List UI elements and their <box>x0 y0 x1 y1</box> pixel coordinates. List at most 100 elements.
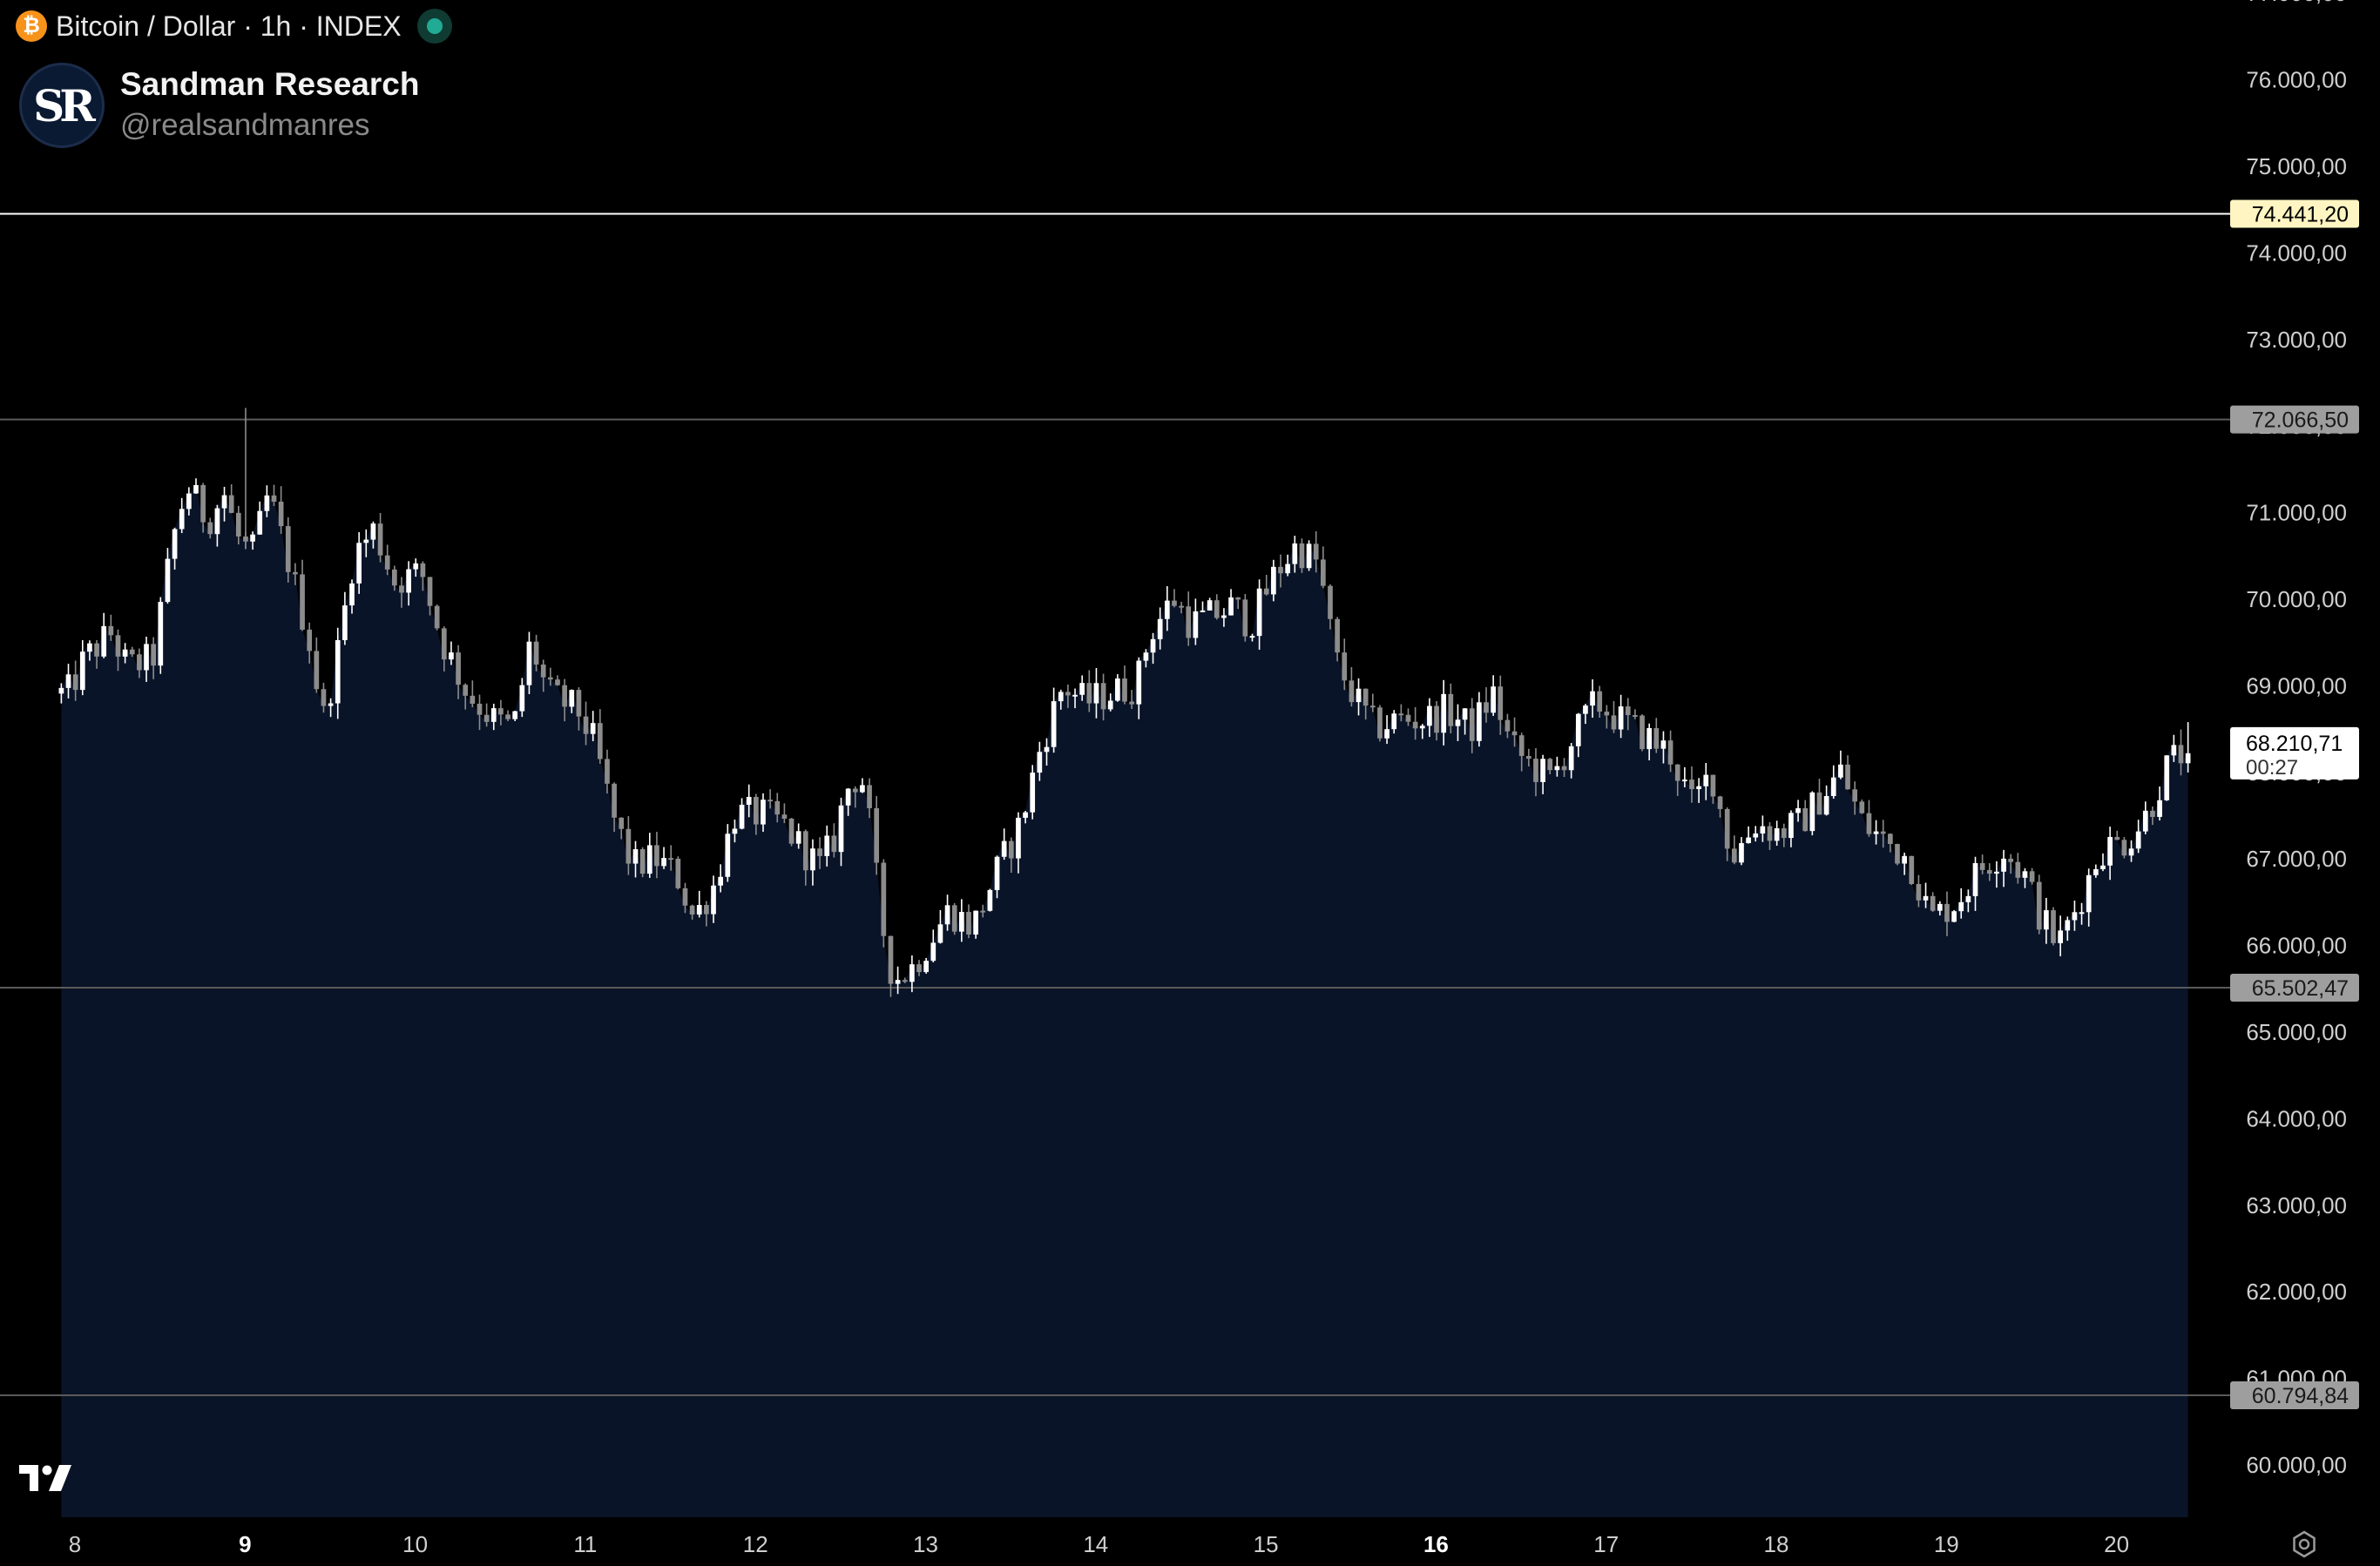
candle <box>1412 706 1418 740</box>
y-tick-label: 62.000,00 <box>2246 1279 2347 1305</box>
candle <box>79 639 85 696</box>
bitcoin-icon: ₿ <box>16 10 47 42</box>
candle <box>605 749 610 794</box>
candle <box>930 929 936 963</box>
candle <box>619 817 625 840</box>
candle <box>1051 687 1057 753</box>
candle <box>2135 820 2141 854</box>
candle <box>725 824 731 882</box>
x-tick-label: 10 <box>402 1531 428 1557</box>
candle <box>257 501 263 535</box>
candle <box>1504 713 1511 739</box>
candle <box>1795 800 1801 822</box>
candle <box>1533 748 1538 797</box>
candle <box>555 675 560 686</box>
candle <box>1263 575 1269 596</box>
candle <box>477 694 483 731</box>
level-price-label[interactable]: 65.502,47 <box>2230 974 2359 1002</box>
candle <box>590 711 596 742</box>
candle <box>335 627 341 719</box>
candle <box>1731 835 1737 865</box>
candle <box>1455 704 1461 741</box>
level-price-label[interactable]: 60.794,84 <box>2230 1380 2359 1409</box>
candle <box>1186 591 1192 646</box>
candle <box>1660 731 1667 764</box>
candle <box>1122 665 1127 705</box>
level-price-label[interactable]: 72.066,50 <box>2230 405 2359 434</box>
candle <box>1193 598 1199 645</box>
level-price-label[interactable]: 74.441,20 <box>2230 199 2359 228</box>
x-tick-label: 17 <box>1593 1531 1619 1557</box>
gear-icon[interactable] <box>2289 1529 2319 1559</box>
candle <box>1321 546 1326 589</box>
y-tick-label: 65.000,00 <box>2246 1019 2347 1045</box>
candle <box>696 890 702 918</box>
candle <box>1930 892 1936 912</box>
candle <box>540 659 546 692</box>
candle <box>1484 687 1489 723</box>
candle <box>228 484 234 514</box>
candle <box>370 521 376 549</box>
candle <box>2171 734 2177 762</box>
price-area-fill <box>61 484 2188 1517</box>
author-name: Sandman Research <box>120 66 420 102</box>
candle <box>2107 827 2113 881</box>
candle <box>562 678 567 722</box>
symbol-title: Bitcoin / Dollar · 1h · INDEX <box>56 10 402 42</box>
candle <box>1823 785 1829 816</box>
candle <box>1717 795 1723 818</box>
candle <box>384 544 390 576</box>
candle <box>788 818 794 847</box>
y-tick-label: 73.000,00 <box>2246 327 2347 353</box>
candle <box>1405 708 1411 726</box>
tradingview-logo-icon[interactable] <box>19 1465 73 1495</box>
candle <box>1781 823 1787 847</box>
candle <box>1760 815 1766 842</box>
candle <box>1491 675 1496 716</box>
candle <box>1902 853 1907 875</box>
candle <box>377 513 383 563</box>
candle <box>817 837 822 869</box>
candle <box>1682 766 1687 787</box>
candle <box>576 687 582 731</box>
candle <box>944 894 950 931</box>
candle <box>526 631 532 694</box>
candle <box>1618 694 1624 739</box>
candle <box>1335 617 1340 662</box>
candle <box>2079 902 2085 925</box>
market-status-indicator[interactable] <box>416 9 452 44</box>
candle <box>172 527 178 570</box>
candle <box>399 577 404 608</box>
author-card: SR Sandman Research @realsandmanres <box>19 63 419 148</box>
candle <box>1129 690 1134 709</box>
candle <box>1306 540 1312 571</box>
candle <box>1356 678 1362 716</box>
candle <box>1923 882 1929 908</box>
candle <box>1986 863 1992 881</box>
candle <box>1086 670 1092 712</box>
candle <box>1965 889 1971 913</box>
y-tick-label: 63.000,00 <box>2246 1192 2347 1218</box>
candle <box>1362 688 1369 720</box>
candle <box>739 798 745 830</box>
candle <box>1590 678 1595 719</box>
candle <box>1859 799 1865 814</box>
candle <box>2150 806 2155 826</box>
svg-text:72.066,50: 72.066,50 <box>2252 408 2349 433</box>
candle <box>1299 538 1305 573</box>
candle <box>810 839 815 886</box>
candle <box>711 875 716 923</box>
symbol-header[interactable]: ₿ Bitcoin / Dollar · 1h · INDEX <box>16 7 452 45</box>
candle <box>732 819 738 843</box>
candle <box>1278 554 1283 588</box>
candle <box>441 626 447 672</box>
candle <box>1498 675 1504 735</box>
candle <box>434 604 440 631</box>
y-tick-label: 70.000,00 <box>2246 586 2347 612</box>
candle <box>597 709 603 764</box>
candle <box>639 847 646 878</box>
candle <box>1462 708 1468 735</box>
